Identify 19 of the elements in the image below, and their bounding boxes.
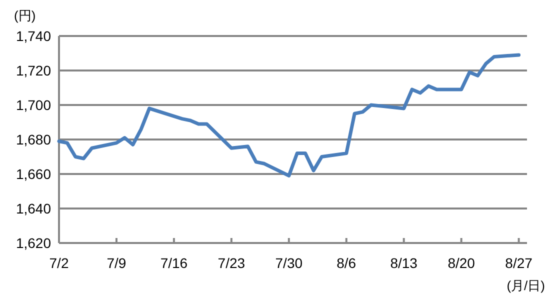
y-tick-label: 1,620 [16, 235, 52, 251]
y-tick-label: 1,700 [16, 97, 52, 113]
x-tick-label: 7/9 [106, 255, 126, 271]
x-tick-label: 7/16 [160, 255, 188, 271]
y-tick-label: 1,680 [16, 132, 52, 148]
line-series [57, 53, 521, 178]
x-tick-label: 7/2 [49, 255, 69, 271]
x-tick-label: 7/30 [275, 255, 303, 271]
y-tick-label: 1,660 [16, 166, 52, 182]
y-tick-label: 1,720 [16, 62, 52, 78]
x-tick-label: 8/6 [336, 255, 356, 271]
y-tick-label: 1,640 [16, 200, 52, 216]
x-tick-label: 8/13 [390, 255, 418, 271]
x-tick-label: 8/27 [505, 255, 533, 271]
y-axis-title: (円) [14, 8, 36, 23]
y-tick-label: 1,740 [16, 28, 52, 44]
x-tick-label: 8/20 [448, 255, 476, 271]
x-axis-title: (月/日) [506, 278, 545, 293]
x-tick-label: 7/23 [218, 255, 246, 271]
